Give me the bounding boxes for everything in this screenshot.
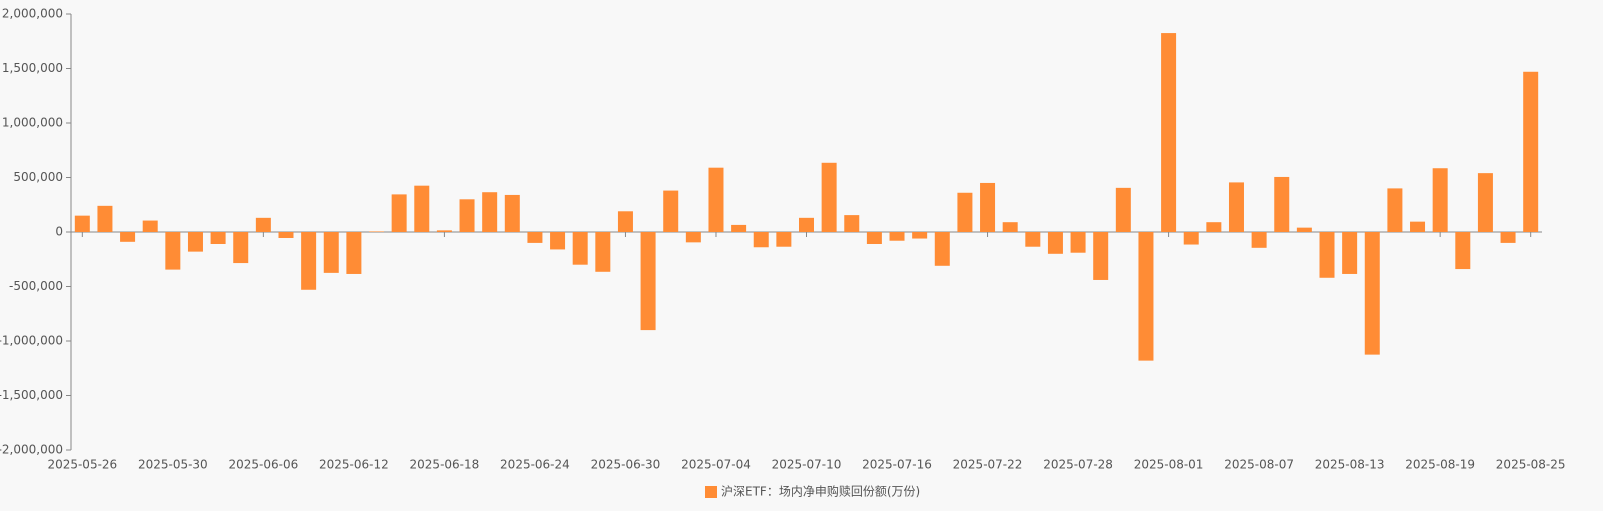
x-tick-label: 2025-07-28 [1043,458,1113,472]
bar [595,232,611,272]
bar [685,232,701,243]
bar [1093,232,1109,280]
bar [527,232,543,243]
bar [799,217,814,232]
bar [912,232,928,239]
bar [1228,182,1244,232]
x-tick-label: 2025-08-07 [1224,458,1294,472]
bar [210,232,226,244]
bar [1047,232,1063,254]
bar [504,194,520,232]
bar [97,205,113,232]
bar [301,232,317,290]
bar [1410,221,1426,232]
bar [1342,232,1358,274]
bar [708,167,724,232]
bar [278,232,294,238]
x-tick-label: 2025-07-04 [681,458,751,472]
bar [1523,71,1539,233]
bar [1432,168,1448,232]
x-tick-label: 2025-07-10 [772,458,842,472]
bar [233,232,249,264]
y-tick-label: 500,000 [13,170,63,184]
bar [74,215,90,232]
bar [572,232,588,265]
bar [1161,33,1177,233]
legend-swatch [705,486,717,498]
bar [165,232,181,270]
bar [414,185,430,232]
bar [255,217,271,232]
x-tick-label: 2025-08-13 [1315,458,1385,472]
x-tick-label: 2025-05-30 [138,458,208,472]
x-tick-label: 2025-06-06 [228,458,298,472]
bar [1070,232,1086,253]
bar [1206,222,1222,232]
bar [1274,176,1290,232]
bar [1455,232,1471,270]
x-tick-label: 2025-07-16 [862,458,932,472]
x-tick-label: 2025-06-24 [500,458,570,472]
bar [731,224,747,232]
y-tick-label: 1,500,000 [2,61,63,75]
bar [776,232,792,247]
bar [391,194,407,232]
bar [980,182,996,232]
bar [323,232,339,273]
bar [550,232,566,250]
bar [1364,232,1380,355]
bar [120,232,136,242]
y-tick-label: -1,000,000 [0,334,63,348]
bar [369,231,385,232]
x-tick-label: 2025-07-22 [953,458,1023,472]
y-tick-label: 1,000,000 [2,116,63,130]
bar [436,230,452,232]
bar [821,162,837,232]
bar [459,199,475,232]
bar [1115,187,1131,232]
x-tick-label: 2025-08-19 [1405,458,1475,472]
bar [1183,232,1199,245]
y-tick-label: 2,000,000 [2,7,63,21]
bar [844,215,860,232]
x-tick-label: 2025-06-12 [319,458,389,472]
y-tick-label: -1,500,000 [0,388,63,402]
bar [1251,232,1267,248]
bar [957,192,973,232]
x-tick-label: 2025-08-01 [1134,458,1204,472]
bar [889,232,905,241]
y-tick-label: 0 [55,225,63,239]
bar [1319,232,1335,278]
bar [1477,173,1493,232]
bar [934,232,950,266]
y-tick-label: -2,000,000 [0,443,63,457]
bar [1296,227,1312,232]
legend-label: 沪深ETF：场内净申购赎回份额(万份) [721,484,920,499]
bar [482,192,498,232]
bar [640,232,656,331]
bar [663,190,679,232]
bar [1387,188,1403,232]
bar [1025,232,1041,247]
x-tick-label: 2025-08-25 [1496,458,1566,472]
x-tick-label: 2025-05-26 [47,458,117,472]
bar [753,232,769,248]
bar [187,232,203,252]
bar [617,211,633,232]
y-tick-label: -500,000 [9,279,63,293]
bar [1138,232,1154,361]
bar [142,220,158,232]
x-tick-label: 2025-06-30 [591,458,661,472]
bar [1002,222,1018,232]
bar [346,232,362,274]
bar [1500,232,1516,243]
x-tick-label: 2025-06-18 [410,458,480,472]
bar [866,232,882,244]
